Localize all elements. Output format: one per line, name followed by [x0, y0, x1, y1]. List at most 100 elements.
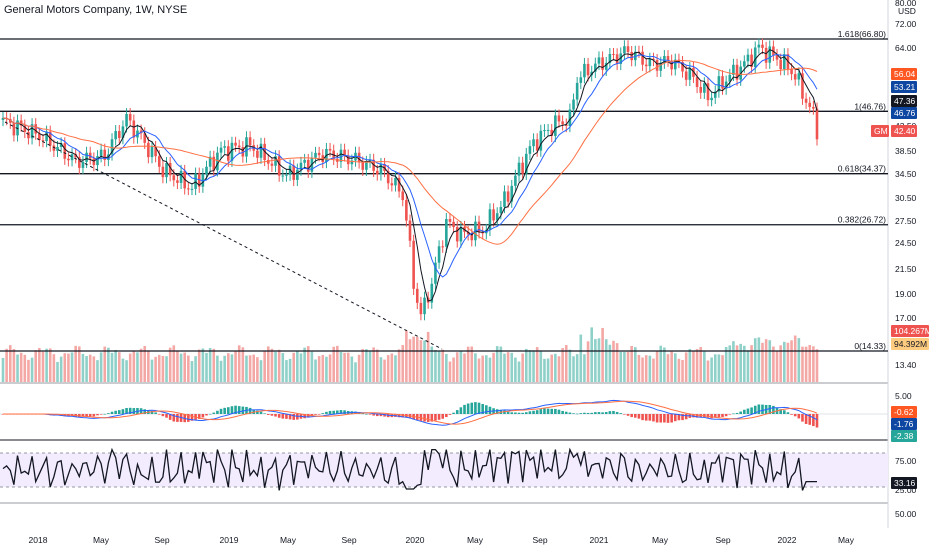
candle-body [357, 152, 361, 163]
candle-body [721, 76, 724, 89]
price-tick-label: 34.50 [895, 169, 917, 179]
candle-body [681, 61, 684, 72]
macd-histogram-bar [241, 406, 245, 414]
volume-bar [779, 345, 782, 382]
candle-body [670, 60, 673, 70]
macd-histogram-bar [804, 414, 808, 424]
candle-body [510, 185, 514, 202]
volume-bar [110, 352, 114, 382]
volume-bar [703, 351, 706, 382]
macd-badge-bg [891, 418, 917, 430]
volume-bar [615, 343, 619, 382]
macd-histogram-bar [619, 413, 623, 414]
volume-bar [314, 359, 317, 382]
volume-bar [96, 360, 99, 382]
volume-bar [623, 351, 626, 382]
volume-bar [485, 355, 488, 382]
macd-histogram-bar [648, 414, 652, 421]
candle-body [481, 232, 484, 234]
candle-body [757, 44, 761, 48]
candle-body [147, 142, 150, 158]
volume-bar [644, 355, 648, 382]
candle-body [241, 147, 245, 157]
candle-body [38, 133, 41, 141]
candle-body [390, 183, 394, 186]
macd-histogram-bar [223, 407, 226, 414]
candle-body [779, 59, 782, 70]
candle-body [314, 152, 317, 158]
macd-histogram-bar [554, 408, 557, 414]
volume-bar [408, 339, 412, 382]
candle-body [612, 53, 615, 55]
time-tick-label: May [280, 535, 297, 545]
volume-bar [67, 353, 70, 382]
volume-bar [252, 354, 256, 382]
macd-histogram-bar [470, 402, 474, 414]
candle-body [459, 226, 463, 242]
macd-histogram-bar [539, 409, 543, 414]
volume-bar [147, 350, 150, 382]
macd-histogram-bar [81, 414, 85, 417]
volume-bar [586, 341, 590, 382]
candle-body [8, 119, 12, 123]
volume-bar [583, 354, 586, 382]
candle-body [401, 191, 405, 201]
candle-body [328, 148, 332, 151]
candle-body [306, 159, 310, 172]
volume-bar [532, 350, 535, 382]
macd-histogram-bar [735, 412, 739, 414]
candle-body [339, 149, 343, 162]
candle-body [695, 76, 699, 87]
price-badge: 46.76 [894, 108, 916, 118]
volume-bar [346, 352, 350, 382]
volume-bar [394, 355, 397, 382]
volume-bar [782, 341, 786, 382]
macd-histogram-bar [550, 408, 554, 414]
candle-body [379, 163, 383, 175]
candle-body [717, 76, 721, 92]
volume-badge-bg [891, 338, 929, 350]
candle-body [256, 150, 259, 158]
candle-body [408, 220, 412, 241]
candle-body [92, 158, 96, 166]
price-tick-label: 17.00 [895, 313, 917, 323]
volume-bar [372, 347, 375, 382]
price-tick-label: 27.50 [895, 216, 917, 226]
volume-bar [528, 350, 532, 382]
macd-histogram-bar [150, 410, 154, 414]
macd-histogram-bar [572, 413, 575, 414]
candle-body [110, 139, 114, 155]
symbol-badge: GM [874, 126, 888, 136]
candle-body [583, 63, 586, 78]
volume-bar [775, 351, 779, 382]
volume-bar [317, 356, 321, 382]
volume-bar [227, 353, 230, 382]
macd-histogram-bar [808, 414, 812, 425]
macd-histogram-bar [281, 414, 285, 419]
fib-level-label: 0.382(26.72) [838, 215, 886, 225]
volume-bar [710, 357, 713, 382]
macd-histogram-bar [85, 414, 88, 417]
macd-histogram-bar [583, 412, 586, 414]
macd-histogram-bar [797, 414, 801, 419]
candle-body [168, 162, 172, 176]
macd-histogram-bar [768, 404, 772, 414]
volume-bar [161, 355, 165, 382]
candle-body [648, 58, 652, 67]
candle-body [132, 120, 136, 138]
volume-bar [524, 348, 528, 382]
volume-bar [216, 355, 219, 382]
candle-body [154, 146, 157, 157]
candle-body [659, 62, 663, 71]
volume-bar [815, 349, 819, 382]
time-tick-label: Sep [154, 535, 169, 545]
volume-bar [306, 346, 310, 382]
volume-bar [768, 340, 772, 382]
volume-bar [390, 353, 394, 382]
price-tick-label: 30.50 [895, 193, 917, 203]
candle-body [557, 115, 561, 122]
volume-bar [812, 346, 815, 382]
volume-bar [441, 349, 445, 382]
